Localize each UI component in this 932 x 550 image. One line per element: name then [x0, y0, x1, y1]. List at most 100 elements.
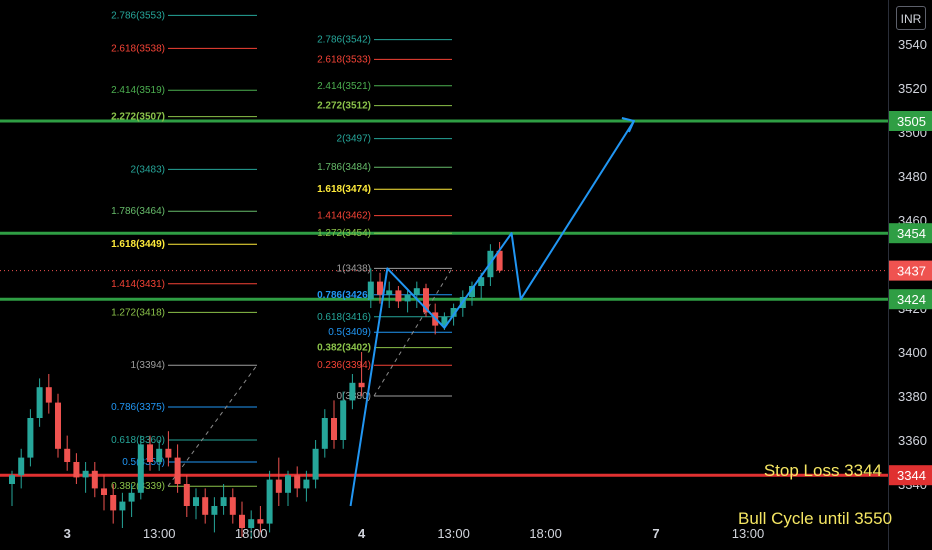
projection-path-line[interactable] — [349, 120, 635, 507]
candle[interactable] — [377, 272, 383, 304]
candle-body — [303, 479, 310, 489]
candle[interactable] — [174, 444, 181, 493]
candle[interactable] — [275, 457, 282, 506]
candle[interactable] — [266, 470, 273, 533]
candle[interactable] — [340, 391, 347, 449]
price-badge-bg — [889, 465, 932, 486]
fib-extension[interactable]: 2.786(3542) 2.618(3533) 2.414(3521) 2.272(3… — [317, 35, 453, 402]
candle[interactable] — [193, 488, 199, 520]
candle[interactable] — [413, 281, 420, 308]
candle-body — [119, 501, 126, 511]
candle[interactable] — [91, 462, 98, 498]
candle-body — [312, 448, 319, 480]
candle-body — [82, 470, 89, 478]
fib-level-label: 2.786(3553) — [111, 10, 165, 21]
candle[interactable] — [137, 435, 144, 500]
candle[interactable] — [358, 352, 365, 396]
fib-level-label: 1.414(3462) — [317, 211, 371, 222]
candle[interactable] — [211, 497, 218, 533]
time-tick-label: 13:00 — [143, 526, 176, 541]
candle-body — [294, 475, 301, 489]
candle[interactable] — [128, 484, 135, 517]
candle[interactable] — [349, 374, 356, 410]
candle[interactable] — [27, 409, 34, 467]
fib-level-label: 0.5(3409) — [328, 327, 371, 338]
candle-body — [441, 316, 448, 326]
candle[interactable] — [248, 510, 255, 539]
candle[interactable] — [73, 453, 80, 484]
time-tick-label: 4 — [358, 526, 366, 541]
fib-level-label: 2.414(3521) — [317, 81, 371, 92]
candle[interactable] — [202, 488, 209, 524]
candle-body — [128, 492, 135, 502]
candle[interactable] — [423, 283, 429, 317]
candle-body — [285, 475, 291, 493]
candle[interactable] — [367, 268, 374, 308]
price-tick-label: 3380 — [898, 389, 927, 404]
price-badge: 3505 — [889, 111, 932, 131]
fib-level-label: 2.618(3538) — [111, 43, 165, 54]
fib-level-label: 0.786(3375) — [111, 402, 165, 413]
candle-body — [55, 402, 61, 449]
price-badge: 3454 — [889, 223, 932, 244]
candle-body — [64, 448, 71, 462]
axes: 3540352035003480346034203400338033603340… — [64, 0, 932, 550]
time-tick-label: 18:00 — [529, 526, 562, 541]
candle[interactable] — [257, 506, 264, 533]
candle[interactable] — [469, 281, 475, 306]
bull-cycle-label: Bull Cycle until 3550 — [738, 509, 892, 528]
candle[interactable] — [82, 462, 89, 493]
candle[interactable] — [9, 470, 15, 506]
candle[interactable] — [64, 435, 71, 471]
candle[interactable] — [101, 475, 107, 511]
candle[interactable] — [119, 492, 126, 528]
candle[interactable] — [239, 501, 245, 537]
price-badge-bg — [889, 111, 932, 131]
candle[interactable] — [156, 440, 163, 471]
candle[interactable] — [395, 286, 402, 308]
fib-level-label: 0.618(3360) — [111, 435, 165, 446]
candle-body — [110, 495, 117, 511]
fib-level-label: 1.786(3484) — [317, 162, 371, 173]
candle[interactable] — [312, 440, 319, 489]
candle[interactable] — [165, 431, 172, 467]
candle[interactable] — [331, 400, 337, 449]
fib-level-label: 0.382(3402) — [317, 343, 371, 354]
candle[interactable] — [294, 466, 301, 498]
candle[interactable] — [220, 484, 227, 515]
currency-button[interactable]: INR — [896, 6, 926, 30]
candle-body — [220, 497, 227, 506]
candle[interactable] — [285, 470, 291, 506]
price-badge: 3424 — [889, 289, 932, 310]
time-tick-label: 18:00 — [235, 526, 268, 541]
candle-body — [45, 387, 52, 403]
candle[interactable] — [386, 281, 393, 308]
candle-body — [496, 250, 503, 271]
candle[interactable] — [18, 448, 25, 489]
candle[interactable] — [303, 470, 310, 502]
price-badge-label: 3424 — [897, 292, 926, 307]
price-badge-label: 3437 — [897, 264, 926, 279]
candle[interactable] — [321, 409, 328, 458]
price-badge-bg — [889, 260, 932, 281]
candle[interactable] — [229, 488, 236, 524]
candle-body — [349, 382, 356, 401]
price-badge: 3344 — [889, 465, 932, 486]
time-tick-label: 3 — [64, 526, 71, 541]
candle[interactable] — [110, 484, 117, 524]
fib-level-label: 1.272(3454) — [317, 228, 371, 239]
candle[interactable] — [183, 475, 190, 517]
fib-level-label: 0.236(3394) — [317, 360, 371, 371]
candle[interactable] — [45, 374, 52, 414]
candle[interactable] — [36, 378, 43, 427]
candle[interactable] — [496, 242, 503, 273]
candle-body — [202, 497, 209, 515]
candle-body — [257, 519, 264, 524]
fib-level-label: 2.272(3512) — [317, 101, 371, 112]
fib-level-label: 2(3483) — [131, 164, 165, 175]
candle[interactable] — [147, 435, 153, 471]
candle[interactable] — [404, 290, 411, 313]
candle[interactable] — [55, 393, 61, 458]
